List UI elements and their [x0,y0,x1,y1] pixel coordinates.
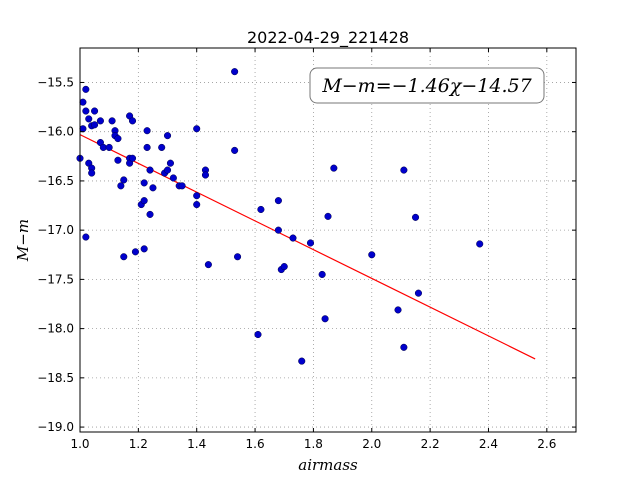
data-point [201,171,210,179]
grid-lines [79,48,576,432]
data-point [82,107,90,115]
data-point [96,117,104,125]
x-tick-label: 2.2 [421,437,440,451]
x-tick-label: 1.0 [70,437,89,451]
data-point [91,107,99,115]
x-tick-label: 1.2 [129,437,148,451]
data-point [274,197,282,205]
data-point [158,143,166,151]
x-tick-label: 1.6 [246,437,265,451]
fit-line [79,134,536,360]
fit-line-layer [79,134,536,360]
data-point [231,146,239,154]
data-point [400,166,408,174]
data-point [114,135,122,143]
data-point [193,201,201,209]
data-point [105,143,113,151]
data-point [149,184,157,192]
data-point [146,210,154,218]
chart-title: 2022-04-29_221428 [247,28,409,48]
data-point [140,179,148,187]
data-point [79,98,87,106]
data-point [193,125,201,133]
data-point [163,132,172,140]
data-point [400,343,408,351]
data-point [143,127,151,135]
data-point [166,159,174,167]
x-tick-label: 2.6 [537,437,556,451]
data-point [330,164,338,172]
data-point [274,226,282,234]
data-point [120,176,128,184]
data-point [411,213,420,221]
x-tick-label: 2.4 [479,437,498,451]
data-point [140,245,148,253]
plot-frame [79,47,577,433]
data-point [257,205,265,214]
y-axis-label: M−m [14,219,32,262]
data-point [254,330,262,339]
data-point [280,263,288,271]
data-point [204,261,212,269]
y-tick-label: −19.0 [37,420,74,434]
data-point [120,253,128,261]
data-point [108,117,116,125]
data-point [368,251,376,259]
data-point [131,248,139,256]
data-point [318,270,326,279]
data-point [163,166,172,174]
data-point [231,68,239,76]
data-point [324,212,332,220]
data-point [82,233,90,241]
y-tick-label: −16.0 [37,125,74,139]
data-points [76,68,484,365]
y-tick-label: −17.5 [37,272,74,286]
fit-equation-box: M−m=−1.46χ−14.57 [309,67,545,104]
data-point [298,357,306,365]
data-point [193,192,201,200]
data-point [88,169,96,177]
data-point [117,182,125,190]
data-point [321,315,329,323]
x-axis-label: airmass [298,456,358,474]
data-point [169,174,177,182]
data-point [143,143,151,151]
data-point [289,234,297,242]
y-tick-label: −18.5 [37,371,74,385]
x-tick-label: 2.0 [362,437,381,451]
y-tick-label: −16.5 [37,174,74,188]
annotation-box [309,67,545,104]
data-point [140,197,148,205]
data-point [234,253,242,261]
data-point [394,306,402,314]
axis-ticks: 1.0 1.2 1.4 1.6 1.8 2.0 2.2 2.4 2.6 −15.5 −16.0 −16… [37,48,576,451]
x-tick-label: 1.4 [187,437,206,451]
x-tick-label: 1.8 [304,437,323,451]
y-tick-label: −15.5 [37,75,74,89]
data-point [414,289,422,297]
data-point [306,239,315,247]
data-point [79,125,87,133]
data-point [91,121,99,129]
fit-equation: M−m=−1.46χ−14.57 [321,75,532,97]
data-point [146,166,154,174]
data-point [476,240,484,248]
data-point [178,182,186,190]
data-point [128,117,137,125]
y-tick-label: −18.0 [37,322,74,336]
data-point [128,154,137,162]
data-point [114,156,122,164]
data-point [85,115,93,123]
y-tick-label: −17.0 [37,223,74,237]
data-point [82,85,90,93]
